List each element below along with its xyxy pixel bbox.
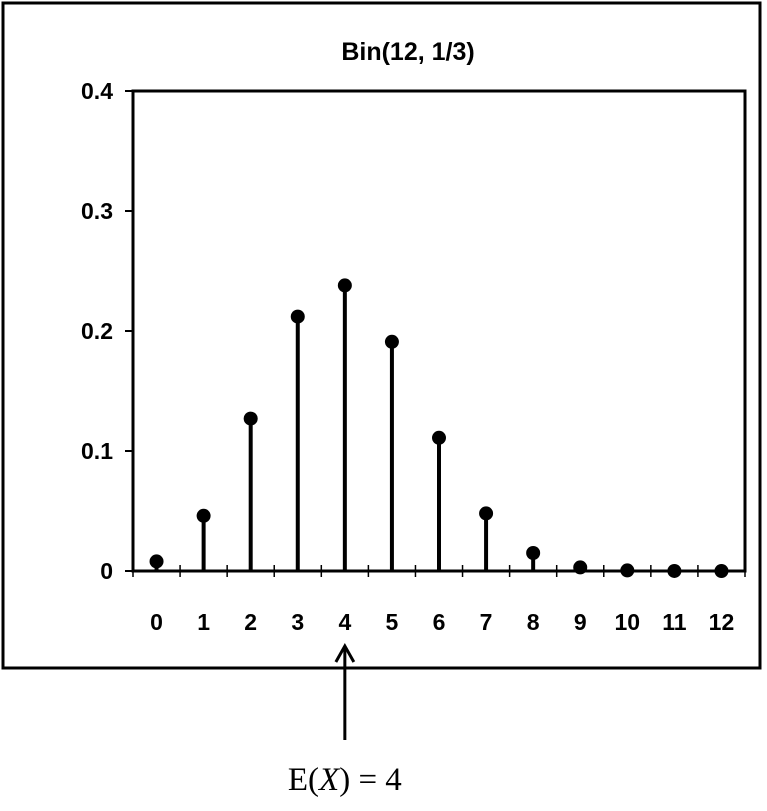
x-tick-label: 2 xyxy=(244,609,257,635)
x-tick-label: 9 xyxy=(574,609,587,635)
expectation-annotation: E(X) = 4 xyxy=(288,642,402,798)
stem-marker xyxy=(714,563,729,578)
annotation-arrow-head xyxy=(334,642,356,663)
y-axis: 0 0.1 0.2 0.3 0.4 xyxy=(81,78,133,584)
x-tick-label: 1 xyxy=(197,609,210,635)
x-tick-label: 12 xyxy=(709,609,735,635)
stem-marker xyxy=(667,563,682,578)
stem-marker xyxy=(620,563,635,578)
y-tick-label: 0 xyxy=(100,558,113,584)
stem-marker xyxy=(243,411,258,426)
x-tick-label: 11 xyxy=(662,609,687,635)
x-tick-label: 10 xyxy=(615,609,641,635)
x-tick-label: 6 xyxy=(433,609,446,635)
chart-frame xyxy=(1,1,762,670)
stem-marker xyxy=(149,554,164,569)
x-tick-label: 8 xyxy=(527,609,540,635)
y-tick-label: 0.4 xyxy=(81,78,113,104)
y-tick-label: 0.1 xyxy=(81,438,113,464)
y-tick-label: 0.3 xyxy=(81,198,113,224)
stem-marker xyxy=(384,334,399,349)
x-tick-label: 4 xyxy=(338,609,351,635)
x-tick-label: 3 xyxy=(291,609,304,635)
stem-marker xyxy=(573,560,588,575)
x-axis: 0 1 2 3 4 5 6 7 8 9 10 11 12 xyxy=(132,565,746,635)
stem-marker xyxy=(290,309,305,324)
x-tick-label: 5 xyxy=(386,609,399,635)
stem-marker xyxy=(196,508,211,523)
x-tick-label: 0 xyxy=(150,609,163,635)
chart-title: Bin(12, 1/3) xyxy=(341,38,474,66)
stem-marker xyxy=(479,506,494,521)
y-tick-label: 0.2 xyxy=(81,318,113,344)
stem-marker xyxy=(432,430,446,445)
expectation-label: E(X) = 4 xyxy=(288,762,402,798)
expectation-suffix: ) = 4 xyxy=(339,762,402,798)
stem-marker xyxy=(526,546,541,560)
x-tick-label: 7 xyxy=(480,609,493,635)
expectation-prefix: E( xyxy=(288,762,319,798)
expectation-variable: X xyxy=(317,762,341,798)
data-series xyxy=(149,278,729,578)
stem-marker xyxy=(337,278,352,293)
